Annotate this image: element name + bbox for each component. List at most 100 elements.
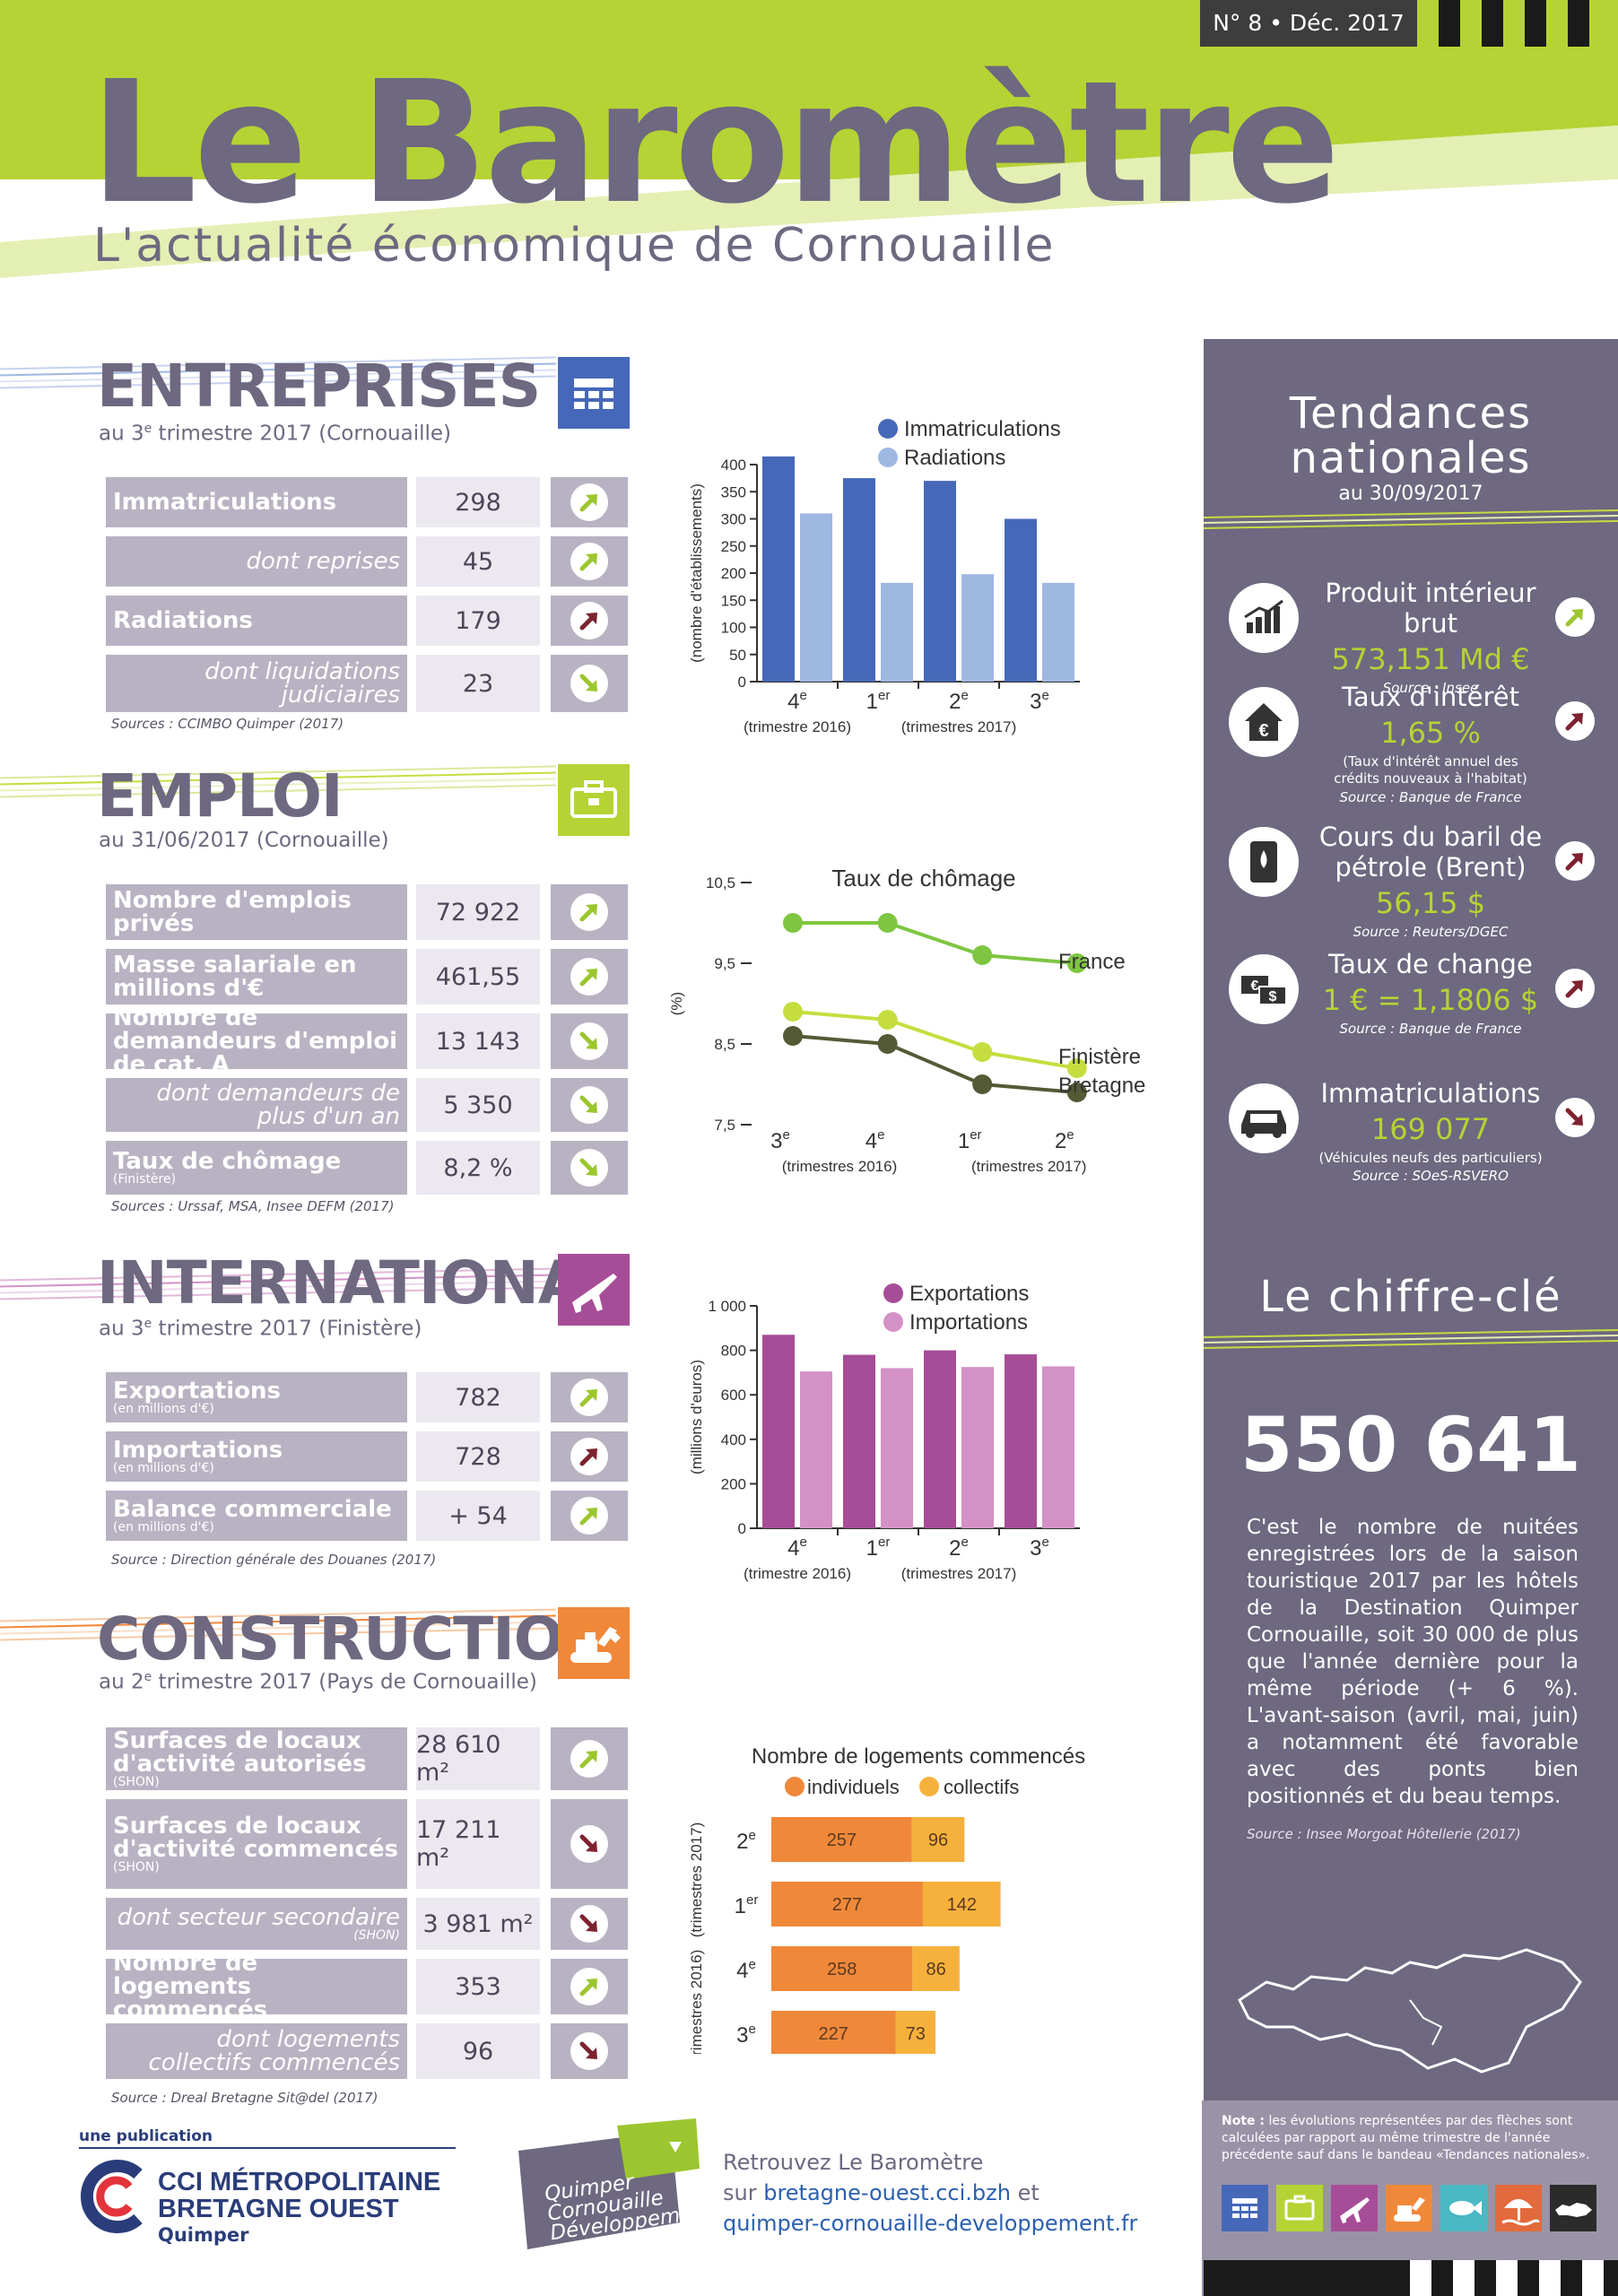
- section-subtitle: au 2e trimestre 2017 (Pays de Cornouaill…: [99, 1670, 537, 1694]
- data-point: [877, 913, 898, 933]
- data-point: [783, 1026, 803, 1046]
- footer-stripe: [1539, 2260, 1561, 2296]
- row-label-unit: (SHON): [113, 1775, 160, 1789]
- legend-label: Importations: [909, 1310, 1028, 1335]
- y-tick-label: 400: [721, 1431, 746, 1448]
- footer-links: Retrouvez Le Baromètre sur bretagne-oues…: [723, 2147, 1137, 2239]
- header-stripe: [1439, 0, 1460, 47]
- arrow-up-icon: [570, 958, 608, 996]
- cci-logo-icon: [81, 2160, 143, 2233]
- tendance-value: 573,151 Md €: [1331, 642, 1530, 676]
- legend-label: Radiations: [904, 446, 1005, 470]
- tendance-source: Source : Reuters/DGEC: [1353, 924, 1509, 940]
- bar: [881, 582, 913, 682]
- header-stripe: [1525, 0, 1546, 47]
- row-label: Masse salariale en millions d'€: [106, 949, 407, 1004]
- y-tick-label: 4e: [736, 1957, 756, 1983]
- data-point: [1066, 953, 1087, 973]
- row-label: dont liquidations judiciaires: [106, 655, 407, 712]
- tendance-label: Taux de change: [1328, 949, 1533, 979]
- y-tick-label: 200: [721, 1475, 746, 1492]
- row-label: Exportations (en millions d'€): [106, 1372, 407, 1422]
- bar: [843, 1354, 875, 1528]
- tendance-note: (Taux d'intérêt annuel des crédits nouve…: [1334, 753, 1527, 787]
- y-axis-label: (%): [668, 992, 685, 1015]
- x-tick-label: 4e: [787, 688, 807, 714]
- arrow-down-icon: [570, 2032, 608, 2070]
- row-label-text: Surfaces de locaux d'activité autorisés: [113, 1727, 367, 1778]
- row-label: Surfaces de locaux d'activité commencés(…: [106, 1799, 407, 1889]
- chart-title: Taux de chômage: [831, 865, 1015, 891]
- row-label-text: Nombre de logements commencés: [113, 1950, 268, 2023]
- divider: [79, 2147, 456, 2149]
- row-label: Surfaces de locaux d'activité autorisés(…: [106, 1727, 407, 1790]
- tendance-label: Immatriculations: [1320, 1078, 1541, 1109]
- briefcase-icon: [558, 764, 630, 836]
- bar-segment: [912, 1946, 960, 1991]
- tendance-label: Produit intérieur brut: [1325, 578, 1536, 639]
- svg-text:€: €: [1251, 978, 1259, 994]
- x-tick-label: 1er: [866, 1535, 891, 1561]
- row-label-text: dont secteur secondaire: [117, 1904, 400, 1931]
- bar-segment: [911, 1817, 965, 1862]
- data-label: 257: [827, 1831, 857, 1850]
- chiffre-cle-title: Le chiffre-clé: [1259, 1272, 1562, 1322]
- row-value: 353: [416, 1959, 540, 2014]
- y-tick-label: 10,5: [706, 874, 735, 891]
- tendance-value: 169 077: [1370, 1112, 1491, 1146]
- section-subtitle: au 3e trimestre 2017 (Cornouaille): [99, 422, 452, 446]
- arrow-down-icon: [570, 1149, 608, 1187]
- y-tick-label: 2e: [736, 1828, 756, 1854]
- house-euro-icon: €: [1229, 687, 1299, 757]
- region-map-icon: [1550, 2185, 1596, 2231]
- trend-arrow: [551, 536, 628, 587]
- legend-swatch: [878, 419, 898, 439]
- section-title-entreprises: ENTREPRISES: [97, 352, 541, 421]
- note-text: Note : les évolutions représentées par d…: [1222, 2114, 1590, 2162]
- data-label: 73: [906, 2024, 926, 2044]
- footer-stripe: [1410, 2260, 1431, 2296]
- header-stripe: [1482, 0, 1503, 47]
- bar-segment: [771, 1882, 923, 1926]
- row-label: dont demandeurs de plus d'un an: [106, 1078, 407, 1132]
- data-label: 142: [947, 1895, 977, 1915]
- legend-label: Exportations: [909, 1282, 1029, 1306]
- chart-title: Nombre de logements commencés: [752, 1744, 1085, 1769]
- fish-icon: [1440, 2185, 1487, 2231]
- chiffre-cle-number: 550 641: [1240, 1401, 1581, 1489]
- legend-swatch: [883, 1312, 903, 1332]
- trend-arrow: [551, 1799, 628, 1889]
- page-title: Le Baromètre: [90, 45, 1340, 241]
- link-qcd[interactable]: quimper-cornouaille-developpement.fr: [723, 2211, 1138, 2236]
- bar: [1042, 582, 1074, 682]
- decor-lines: [1204, 509, 1618, 530]
- tendance-label: Taux d'intérêt: [1342, 682, 1519, 712]
- tendance-note: (Véhicules neufs des particuliers): [1318, 1150, 1543, 1166]
- row-label: Taux de chômage (Finistère): [106, 1141, 407, 1195]
- chiffre-cle-text: C'est le nombre de nuitées enregistrées …: [1247, 1516, 1579, 1808]
- arrow-down-icon: [570, 665, 608, 702]
- row-label: Importations (en millions d'€): [106, 1431, 407, 1482]
- excavator-icon: [558, 1607, 630, 1679]
- row-value: 728: [416, 1431, 540, 1482]
- arrow-up-icon: [1555, 597, 1595, 637]
- row-label: dont reprises: [106, 536, 407, 587]
- trend-arrow: [551, 949, 628, 1004]
- trend-arrow: [551, 1898, 628, 1950]
- trend-arrow: [551, 2023, 628, 2079]
- y-tick-label: 50: [729, 647, 746, 664]
- trend-arrow: [551, 1491, 628, 1541]
- bar: [1042, 1366, 1074, 1528]
- tendance-value: 56,15 $: [1375, 886, 1486, 920]
- row-value: 3 981 m²: [416, 1898, 540, 1950]
- link-cci[interactable]: bretagne-ouest.cci.bzh: [763, 2180, 1011, 2205]
- row-value: 45: [416, 536, 540, 587]
- page-subtitle: L'actualité économique de Cornouaille: [93, 219, 1056, 273]
- section-title-emploi: EMPLOI: [97, 761, 344, 831]
- row-label-unit: (Finistère): [113, 1172, 177, 1187]
- row-value: 28 610 m²: [416, 1727, 540, 1790]
- chart-chomage: 7,5 8,5 9,5 10,5 (%) Taux de chômage France Fin…: [668, 865, 1145, 1175]
- y-axis-label: (millions d'euros): [688, 1360, 705, 1474]
- tendance-value: 1 € = 1,1806 $: [1322, 983, 1539, 1017]
- bar-segment: [771, 1946, 913, 1991]
